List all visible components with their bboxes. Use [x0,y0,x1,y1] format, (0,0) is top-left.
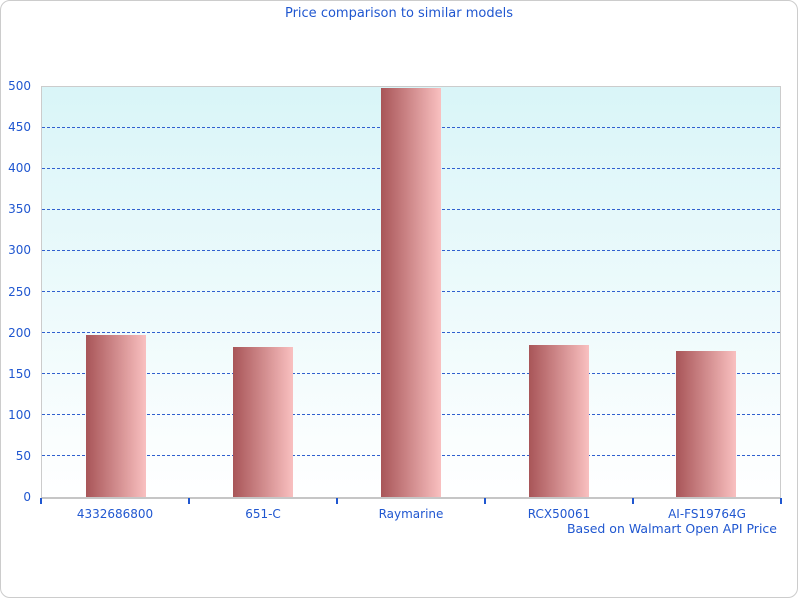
x-category-label-651-C: 651-C [245,507,281,521]
chart-note: Based on Walmart Open API Price [566,521,777,536]
y-tick-label-500: 500 [8,79,31,93]
x-axis-tick-4 [632,498,634,504]
y-tick-label-250: 250 [8,284,31,299]
y-tick-label-350: 350 [8,202,31,217]
x-category-label-AI-FS19764G: AI-FS19764G [668,507,746,521]
y-tick-label-400: 400 [8,161,31,176]
x-category-label-RCX50061: RCX50061 [527,507,591,521]
bar-4332686800 [85,334,146,497]
x-axis-labels: 4332686800 651-C Raymarine RCX50061 AI-FS197… [41,499,781,521]
x-axis-tick-2 [336,498,338,504]
x-category-label-4332686800: 4332686800 [76,507,154,521]
x-category-label-Raymarine: Raymarine [378,507,444,521]
y-tick-label-300: 300 [8,243,31,258]
x-axis-tick-3 [484,498,486,504]
x-axis-tick-0 [40,498,42,504]
x-axis-ticks [40,498,782,505]
y-axis-labels: 0 50 100 150 200 250 300 350 400 450 500 [1,80,35,503]
y-tick-label-150: 150 [8,366,31,381]
chart-title: Price comparison to similar models [284,6,514,21]
bar-RCX50061 [528,345,589,497]
bar-AI-FS19764G [676,351,737,497]
x-axis-tick-1 [188,498,190,504]
x-axis-tick-5 [780,498,782,504]
bar-Raymarine [381,87,441,497]
y-tick-label-50: 50 [15,448,31,463]
y-tick-label-200: 200 [8,325,31,340]
bar-651-C [233,346,294,497]
y-tick-label-0: 0 [23,490,31,504]
y-tick-label-450: 450 [8,120,31,135]
y-tick-label-100: 100 [8,407,31,422]
plot-area [41,86,781,499]
